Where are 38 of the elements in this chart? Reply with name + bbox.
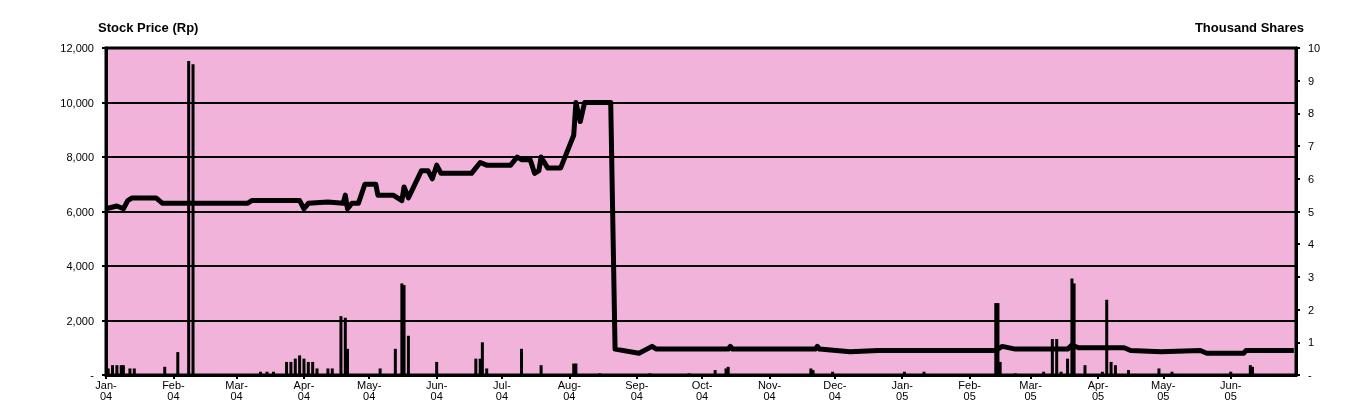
x-tick-label: May- 05 (1151, 378, 1176, 402)
x-tick-label: Apr- 04 (293, 378, 315, 402)
x-tick-label: Jan- 04 (95, 378, 118, 402)
y-tick-label: 4,000 (66, 260, 94, 272)
y2-tick-label: 2 (1308, 303, 1315, 316)
x-tick-label: Jun- 05 (1220, 378, 1242, 402)
x-tick-label: Dec- 04 (823, 378, 847, 402)
x-tick-label: Oct- 04 (691, 378, 713, 402)
x-tick-label: Nov- 04 (757, 378, 782, 402)
y2-tick-label: - (1308, 369, 1312, 381)
x-tick-label: Mar- 05 (1019, 378, 1043, 402)
x-tick-label: Jan- 05 (891, 378, 914, 402)
y2-tick-label: 1 (1308, 336, 1315, 349)
x-tick-label: Sep- 04 (625, 378, 649, 402)
x-tick-label: Feb- 05 (958, 378, 982, 402)
y-tick-label: 2,000 (66, 314, 94, 327)
y-tick-label: - (90, 369, 95, 381)
y2-tick-label: 3 (1308, 270, 1315, 283)
y2-tick-label: 4 (1308, 238, 1315, 251)
y2-tick-label: 9 (1308, 74, 1315, 87)
y2-tick-label: 7 (1308, 140, 1315, 153)
x-tick-label: Jul- 04 (493, 378, 512, 402)
y-tick-label: 8,000 (66, 151, 94, 163)
y-tick-label: 12,000 (60, 42, 94, 54)
y2-tick-label: 10 (1308, 42, 1321, 54)
x-tick-label: May- 04 (357, 378, 382, 402)
x-tick-label: Jun- 04 (425, 378, 448, 402)
x-tick-label: Aug- 04 (557, 378, 582, 402)
y2-axis-title: Thousand Shares (1194, 20, 1304, 35)
x-tick-label: Apr- 05 (1087, 378, 1109, 402)
y2-tick-label: 8 (1308, 107, 1315, 120)
y-axis-title: Stock Price (Rp) (98, 20, 199, 35)
x-tick-label: Feb- 04 (162, 378, 186, 402)
y2-tick-label: 5 (1308, 205, 1315, 218)
y-tick-label: 10,000 (60, 96, 94, 109)
y-tick-label: 6,000 (66, 205, 94, 218)
x-tick-label: Mar- 04 (225, 378, 249, 402)
y2-tick-label: 6 (1308, 172, 1315, 185)
